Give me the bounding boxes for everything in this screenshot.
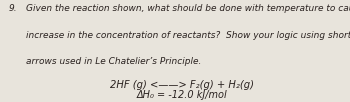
Text: arrows used in Le Chatelier’s Principle.: arrows used in Le Chatelier’s Principle.	[26, 57, 202, 66]
Text: ΔH₀ = -12.0 kJ/mol: ΔH₀ = -12.0 kJ/mol	[136, 90, 228, 100]
Text: increase in the concentration of reactants?  Show your logic using shorthand: increase in the concentration of reactan…	[26, 31, 350, 40]
Text: 9.: 9.	[9, 4, 18, 13]
Text: 2HF (​g​) <——> F₂(g) + H₂(g): 2HF (​g​) <——> F₂(g) + H₂(g)	[110, 80, 254, 90]
Text: Given the reaction shown, what should be done with temperature to cause an: Given the reaction shown, what should be…	[26, 4, 350, 13]
